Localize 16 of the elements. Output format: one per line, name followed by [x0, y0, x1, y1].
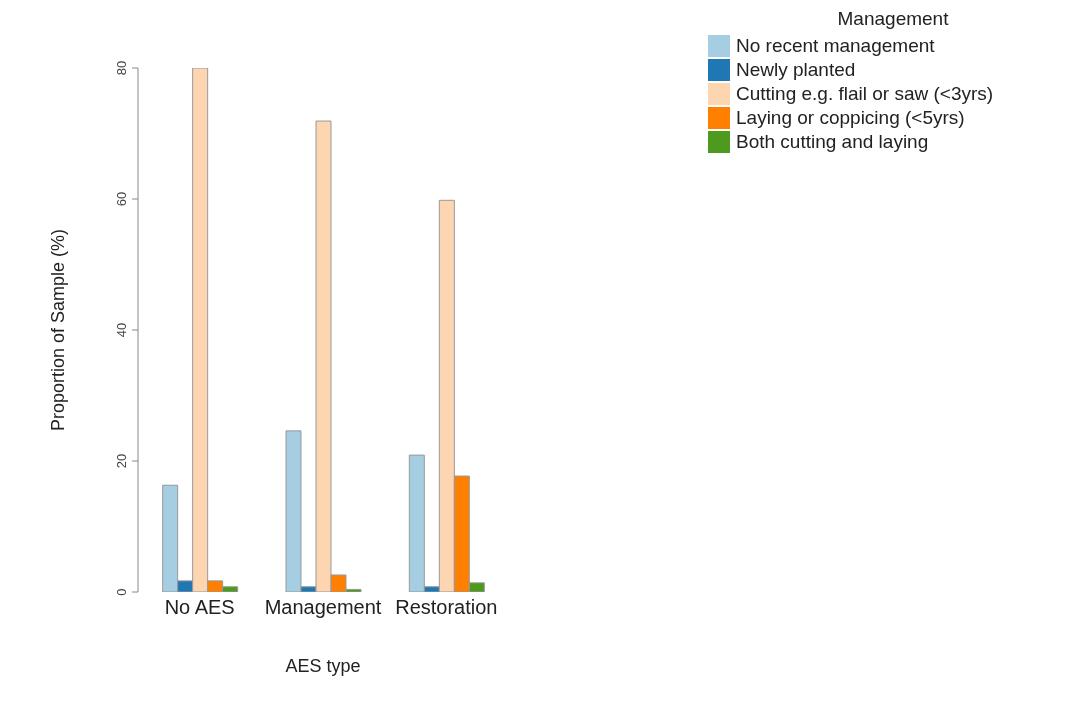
legend-label: No recent management [736, 35, 935, 57]
y-axis-title: Proportion of Sample (%) [48, 228, 69, 432]
y-tick-label: 60 [114, 191, 129, 207]
legend-label: Both cutting and laying [736, 131, 929, 153]
y-tick-label: 20 [114, 453, 129, 469]
legend-label: Laying or coppicing (<5yrs) [736, 107, 965, 129]
x-tick-label: Management [264, 596, 382, 619]
legend-label: Cutting e.g. flail or saw (<3yrs) [736, 83, 994, 105]
legend-label: Newly planted [736, 59, 856, 81]
y-tick-label: 80 [114, 60, 129, 76]
x-tick-label: Restoration [395, 596, 498, 619]
x-tick-label: No AES [164, 596, 235, 619]
x-axis-title: AES type [285, 656, 361, 676]
y-tick-label: 0 [114, 588, 129, 596]
y-tick-label: 40 [114, 322, 129, 338]
legend-title: Management [836, 8, 950, 30]
